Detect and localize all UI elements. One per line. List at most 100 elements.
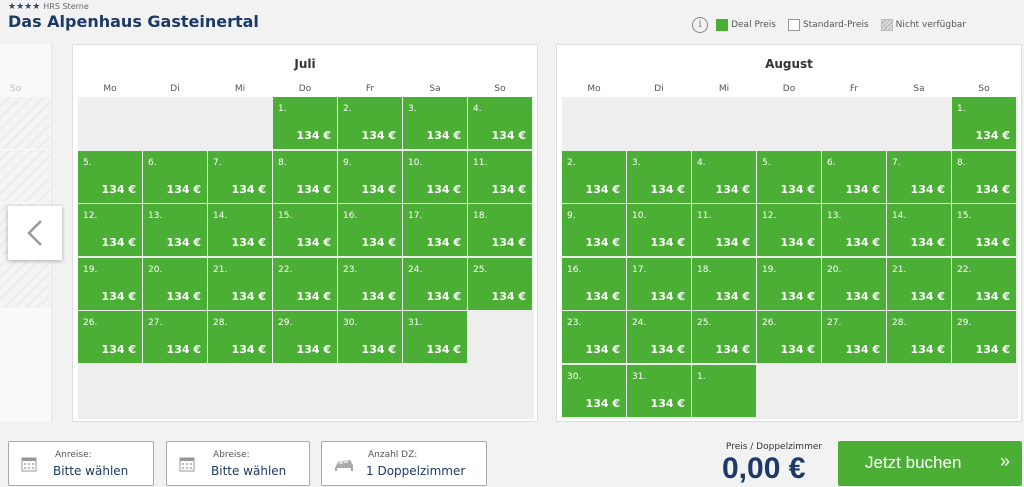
day-price: 134 € xyxy=(585,182,620,196)
calendar-day[interactable]: 21. 134 € xyxy=(887,257,951,310)
calendar-day[interactable]: 19. 134 € xyxy=(757,257,821,310)
calendar-day[interactable]: 12. 134 € xyxy=(78,204,142,256)
calendar-day[interactable]: 29. 134 € xyxy=(273,311,337,363)
calendar-day[interactable]: 5. 134 € xyxy=(78,150,142,203)
weekday-label: Mo xyxy=(103,84,117,94)
book-now-button[interactable]: Jetzt buchen » xyxy=(838,441,1022,486)
calendar-day[interactable]: 4. 134 € xyxy=(692,150,756,203)
calendar-day[interactable]: 13. 134 € xyxy=(822,204,886,256)
day-price: 134 € xyxy=(166,289,201,303)
calendar-day[interactable]: 20. 134 € xyxy=(143,257,207,310)
day-number: 25. xyxy=(473,264,488,275)
calendar-day[interactable]: 16. 134 € xyxy=(562,257,626,310)
previous-month-button[interactable] xyxy=(8,206,62,260)
calendar-day[interactable]: 25. 134 € xyxy=(692,311,756,363)
calendar-day[interactable]: 27. 134 € xyxy=(822,311,886,363)
day-number: 30. xyxy=(567,371,582,382)
day-price: 134 € xyxy=(715,289,750,303)
calendar-day[interactable]: 2. 134 € xyxy=(562,150,626,203)
calendar-day[interactable]: 22. 134 € xyxy=(952,257,1016,310)
day-number: 14. xyxy=(213,211,228,221)
calendar-day[interactable]: 23. 134 € xyxy=(562,311,626,363)
calendar-day[interactable]: 14. 134 € xyxy=(887,204,951,256)
calendar-day[interactable]: 15. 134 € xyxy=(273,204,337,256)
arrival-date-field[interactable]: Anreise: Bitte wählen xyxy=(8,441,154,486)
calendar-day[interactable]: 20. 134 € xyxy=(822,257,886,310)
day-price: 134 € xyxy=(101,236,136,249)
day-number: 12. xyxy=(83,211,98,221)
calendar-day[interactable]: 11. 134 € xyxy=(468,150,532,203)
month-august: August Mo Di Mi Do Fr Sa So 1. 134 € 2. 134 € 3. 13… xyxy=(556,44,1022,422)
calendar-day[interactable]: 11. 134 € xyxy=(692,204,756,256)
calendar-day[interactable]: 17. 134 € xyxy=(403,204,467,256)
calendar-day[interactable]: 17. 134 € xyxy=(627,257,691,310)
calendar-day[interactable]: 7. 134 € xyxy=(887,150,951,203)
calendar-day[interactable]: 14. 134 € xyxy=(208,204,272,256)
calendar-day[interactable]: 31. 134 € xyxy=(627,364,691,417)
calendar-day[interactable]: 30. 134 € xyxy=(338,311,402,363)
calendar-day[interactable]: 26. 134 € xyxy=(78,311,142,363)
room-count-field[interactable]: Anzahl DZ: 1 Doppelzimmer xyxy=(321,441,487,486)
calendar-day[interactable]: 3. 134 € xyxy=(627,150,691,203)
calendar-day[interactable]: 25. 134 € xyxy=(468,257,532,310)
day-number: 1. xyxy=(278,104,287,114)
calendar-day[interactable]: 5. 134 € xyxy=(757,150,821,203)
weekday-label: Do xyxy=(298,84,312,94)
day-price: 134 € xyxy=(361,129,396,142)
calendar-day[interactable]: 22. 134 € xyxy=(273,257,337,310)
day-number: 7. xyxy=(892,157,901,168)
calendar-day[interactable]: 31. 134 € xyxy=(403,311,467,363)
calendar-day[interactable]: 1. 134 € xyxy=(952,97,1016,149)
day-number: 3. xyxy=(408,104,417,114)
calendar-day[interactable]: 18. 134 € xyxy=(468,204,532,256)
day-price: 134 € xyxy=(426,236,461,249)
calendar-day[interactable]: 13. 134 € xyxy=(143,204,207,256)
calendar-day[interactable]: 24. 134 € xyxy=(627,311,691,363)
calendar-day[interactable]: 28. 134 € xyxy=(208,311,272,363)
calendar-day[interactable]: 8. 134 € xyxy=(273,150,337,203)
deal-swatch xyxy=(716,19,729,31)
day-number: 13. xyxy=(827,211,842,221)
calendar-day[interactable]: 12. 134 € xyxy=(757,204,821,256)
day-number: 16. xyxy=(567,264,582,275)
calendar-day[interactable]: 16. 134 € xyxy=(338,204,402,256)
day-number: 4. xyxy=(697,157,706,168)
calendar-day[interactable]: 28. 134 € xyxy=(887,311,951,363)
calendar-day[interactable]: 7. 134 € xyxy=(208,150,272,203)
weekday-label: So xyxy=(494,84,506,94)
calendar-day[interactable]: 3. 134 € xyxy=(403,97,467,149)
day-price: 134 € xyxy=(650,289,685,303)
standard-swatch xyxy=(787,19,800,31)
day-number: 14. xyxy=(892,211,907,221)
calendar-day[interactable]: 18. 134 € xyxy=(692,257,756,310)
day-number: 18. xyxy=(697,264,712,275)
calendar-day[interactable]: 21. 134 € xyxy=(208,257,272,310)
calendar-day[interactable]: 9. 134 € xyxy=(562,204,626,256)
calendar-day[interactable]: 27. 134 € xyxy=(143,311,207,363)
calendar-day[interactable]: 24. 134 € xyxy=(403,257,467,310)
calendar-day[interactable]: 29. 134 € xyxy=(952,311,1016,363)
calendar-day[interactable]: 8. 134 € xyxy=(952,150,1016,203)
day-price: 134 € xyxy=(975,129,1010,142)
calendar-day[interactable]: 4. 134 € xyxy=(468,97,532,149)
info-icon[interactable]: i xyxy=(692,17,709,33)
day-price: 134 € xyxy=(975,343,1010,356)
calendar-day[interactable]: 10. 134 € xyxy=(627,204,691,256)
calendar-day[interactable]: 19. 134 € xyxy=(78,257,142,310)
departure-date-field[interactable]: Abreise: Bitte wählen xyxy=(166,441,310,486)
day-price: 134 € xyxy=(426,129,461,142)
calendar-day[interactable]: 1. 134 € xyxy=(273,97,337,149)
calendar-day-next-month[interactable]: 1. xyxy=(692,364,756,417)
calendar-day[interactable]: 30. 134 € xyxy=(562,364,626,417)
calendar-day[interactable]: 9. 134 € xyxy=(338,150,402,203)
booking-bar: Anreise: Bitte wählen Abreise: Bitte wäh… xyxy=(0,430,1024,487)
calendar-day[interactable]: 6. 134 € xyxy=(822,150,886,203)
calendar-day[interactable]: 26. 134 € xyxy=(757,311,821,363)
day-number: 4. xyxy=(473,104,482,114)
calendar-day[interactable]: 10. 134 € xyxy=(403,150,467,203)
calendar-day[interactable]: 6. 134 € xyxy=(143,150,207,203)
calendar-day[interactable]: 15. 134 € xyxy=(952,204,1016,256)
legend-deal: Deal Preis xyxy=(716,19,776,31)
calendar-day[interactable]: 23. 134 € xyxy=(338,257,402,310)
calendar-day[interactable]: 2. 134 € xyxy=(338,97,402,149)
